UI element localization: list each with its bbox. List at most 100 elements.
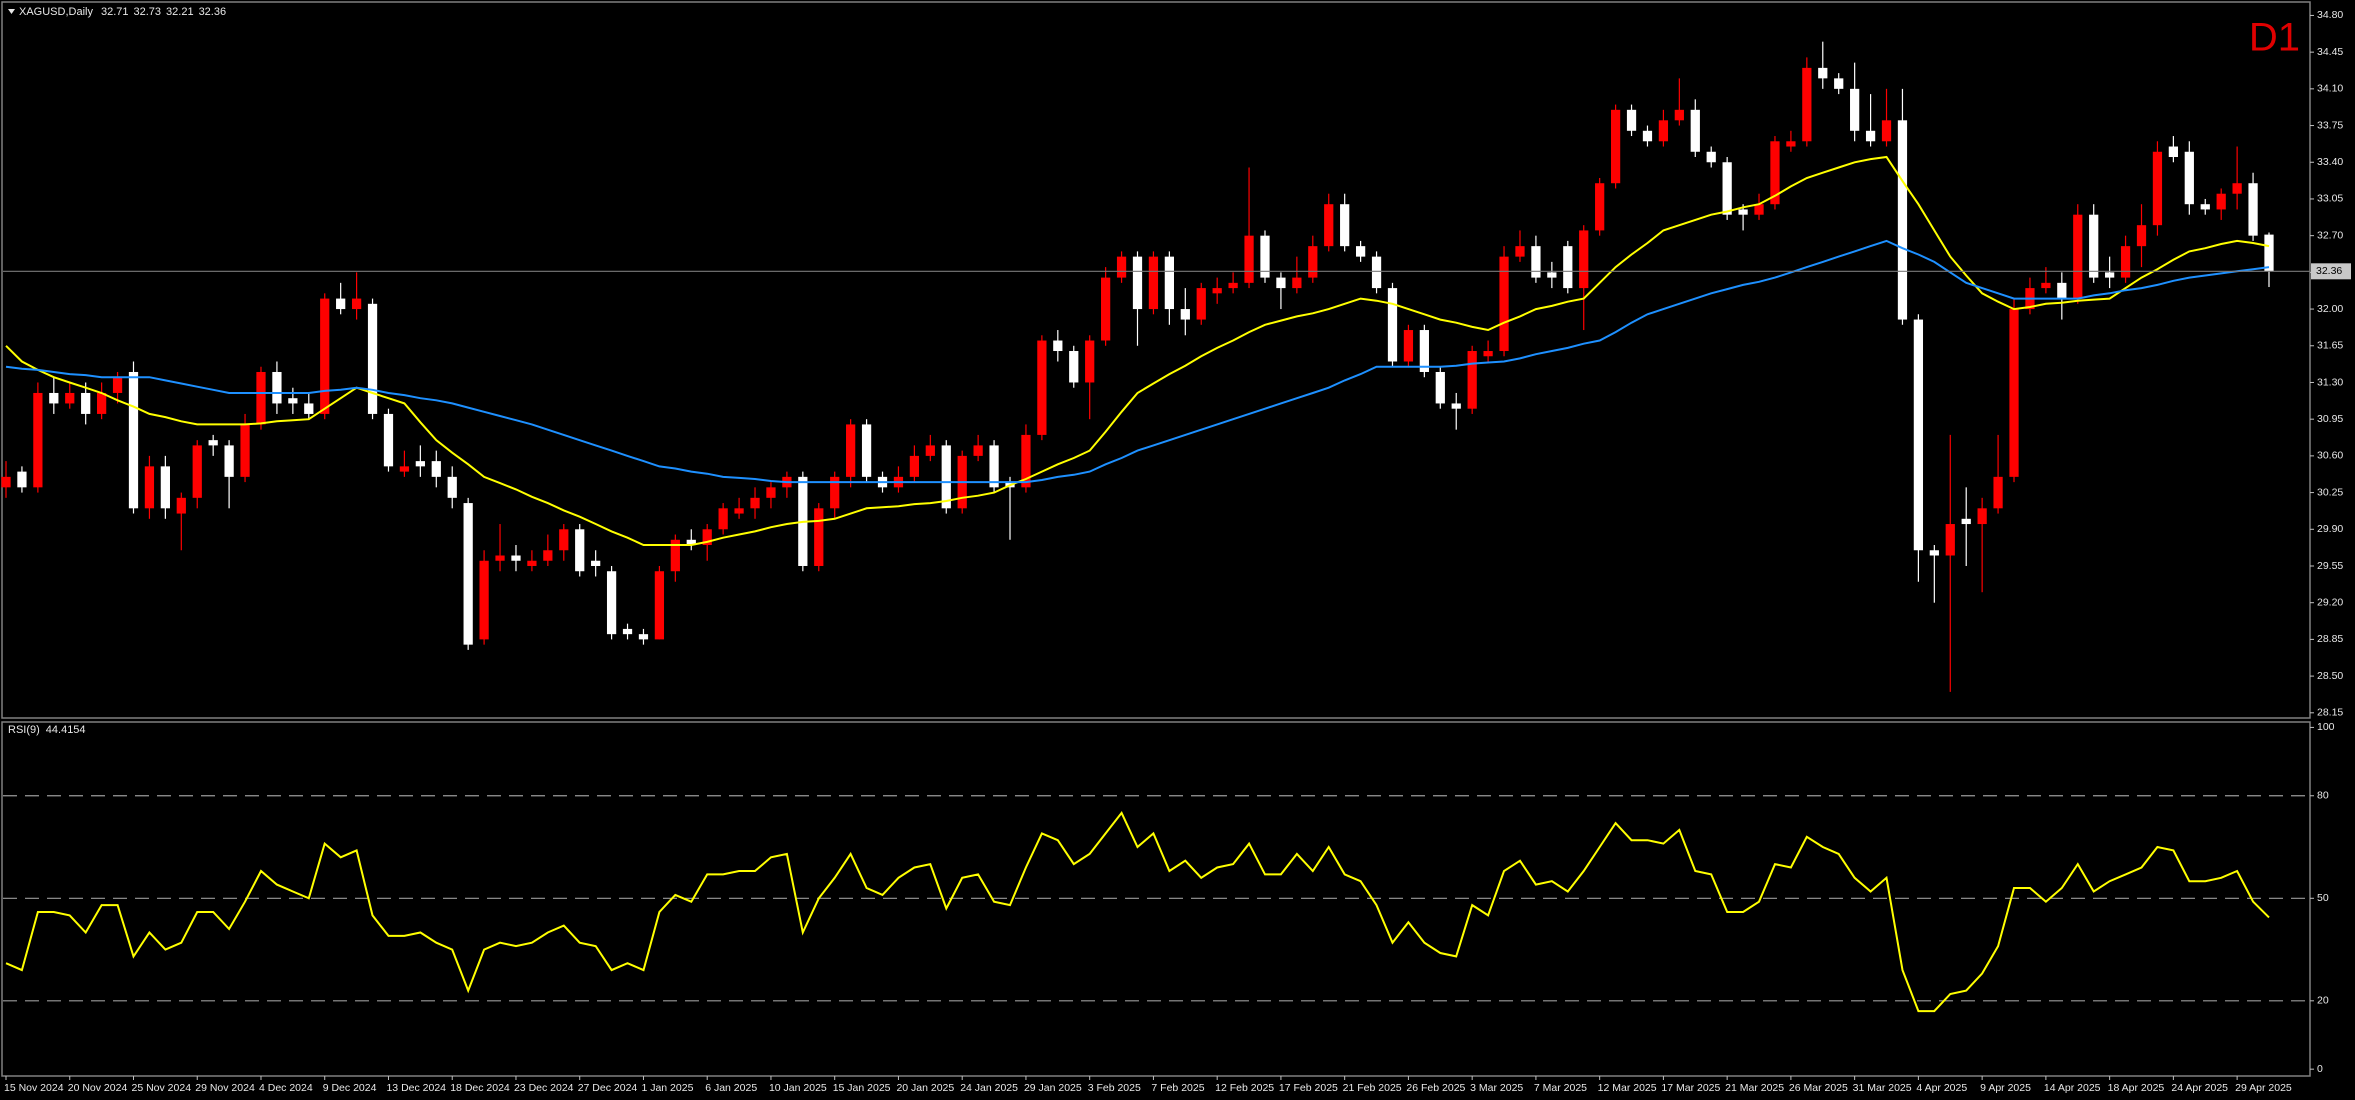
candle-body — [2216, 193, 2226, 210]
y-tick-label: 34.45 — [2317, 46, 2343, 58]
candle-body — [559, 529, 569, 551]
header: XAGUSD,Daily 32.71 32.73 32.21 32.36 — [19, 6, 226, 18]
candle-body — [1865, 130, 1876, 142]
candle-body — [160, 466, 170, 509]
candle-body — [2089, 214, 2099, 278]
low-value: 32.21 — [166, 6, 194, 18]
candle-body — [1754, 204, 1764, 215]
candle-body — [846, 424, 856, 477]
menu-icon[interactable] — [8, 9, 15, 14]
candle-body — [144, 466, 155, 509]
candle-body — [670, 539, 680, 572]
candle-body — [495, 555, 505, 561]
x-tick-label: 3 Mar 2025 — [1470, 1082, 1523, 1094]
x-tick-label: 24 Apr 2025 — [2171, 1082, 2228, 1094]
y-tick-label: 33.05 — [2317, 193, 2343, 205]
candle-body — [814, 508, 824, 566]
open-value: 32.71 — [101, 6, 129, 18]
candle-body — [1595, 183, 1605, 231]
candle-body — [1180, 309, 1190, 320]
candle-body — [431, 461, 441, 477]
candle-body — [1626, 109, 1637, 131]
candle-body — [1658, 120, 1669, 142]
candle-body — [1563, 246, 1573, 289]
candle-body — [33, 392, 43, 488]
candle-body — [1547, 272, 1557, 278]
y-tick-label: 34.10 — [2317, 83, 2343, 95]
candle-body — [192, 445, 202, 498]
candle-body — [575, 529, 585, 572]
y-tick-label: 31.30 — [2317, 376, 2343, 388]
candle-body — [1, 476, 11, 488]
candle-body — [1116, 256, 1127, 278]
x-tick-label: 25 Nov 2024 — [131, 1082, 191, 1094]
x-tick-label: 26 Feb 2025 — [1406, 1082, 1465, 1094]
candle-body — [1881, 120, 1892, 142]
candle-body — [1403, 330, 1414, 362]
candle-body — [1515, 246, 1525, 257]
timeframe-label: D1 — [2249, 16, 2300, 60]
candle-body — [591, 560, 601, 566]
candle-body — [1340, 204, 1350, 247]
candle-body — [1101, 277, 1111, 341]
candle-body — [1579, 230, 1589, 289]
y-tick-label: 34.80 — [2317, 9, 2343, 21]
candle-body — [1610, 109, 1621, 184]
x-tick-label: 29 Apr 2025 — [2235, 1082, 2292, 1094]
candle-body — [2184, 151, 2194, 205]
x-tick-label: 4 Apr 2025 — [1916, 1082, 1967, 1094]
y-tick-label: 29.20 — [2317, 596, 2343, 608]
x-tick-label: 9 Apr 2025 — [1980, 1082, 2031, 1094]
x-tick-label: 7 Feb 2025 — [1151, 1082, 1204, 1094]
candle-body — [336, 298, 346, 310]
x-tick-label: 31 Mar 2025 — [1853, 1082, 1912, 1094]
rsi-pane-frame — [1, 721, 2311, 1077]
candle-body — [2168, 146, 2179, 158]
candle-body — [96, 392, 107, 414]
candle-body — [1738, 209, 1748, 215]
candle-body — [989, 445, 999, 488]
candle-body — [1897, 120, 1908, 320]
candle-body — [1993, 476, 2003, 509]
candle-body — [272, 371, 282, 404]
candle-body — [415, 461, 425, 467]
candle-body — [2120, 246, 2131, 278]
candle-body — [447, 476, 457, 498]
candle-body — [861, 424, 872, 477]
y-tick-label: 32.00 — [2317, 303, 2343, 315]
candle-body — [2264, 234, 2274, 272]
candle-body — [1786, 141, 1796, 147]
candle-body — [463, 503, 473, 645]
candle-body — [1132, 256, 1143, 310]
high-value: 32.73 — [134, 6, 162, 18]
candle-body — [973, 445, 983, 456]
candle-body — [2073, 214, 2083, 299]
candle-body — [208, 440, 218, 446]
x-tick-label: 12 Feb 2025 — [1215, 1082, 1274, 1094]
x-tick-label: 15 Jan 2025 — [833, 1082, 891, 1094]
y-tick-label: 30.60 — [2317, 450, 2343, 462]
y-tick-label: 28.85 — [2317, 633, 2343, 645]
x-tick-label: 17 Feb 2025 — [1279, 1082, 1338, 1094]
candle-body — [65, 392, 75, 404]
candle-body — [1722, 162, 1732, 215]
x-tick-label: 23 Dec 2024 — [514, 1082, 574, 1094]
candle-body — [256, 371, 266, 425]
candle-body — [479, 560, 489, 640]
x-tick-label: 1 Jan 2025 — [641, 1082, 693, 1094]
candle-body — [128, 371, 139, 509]
rsi-value: 44.4154 — [46, 724, 86, 736]
y-tick-label: 28.15 — [2317, 707, 2343, 719]
candle-body — [1834, 78, 1844, 89]
candle-body — [112, 377, 123, 393]
x-tick-label: 15 Nov 2024 — [4, 1082, 64, 1094]
candle-body — [2057, 282, 2067, 299]
candle-body — [830, 476, 840, 509]
x-tick-label: 13 Dec 2024 — [386, 1082, 446, 1094]
candle-body — [1802, 67, 1812, 142]
candle-body — [383, 413, 394, 467]
candle-body — [925, 445, 935, 456]
candle-body — [2105, 272, 2115, 278]
candle-body — [2136, 225, 2147, 247]
